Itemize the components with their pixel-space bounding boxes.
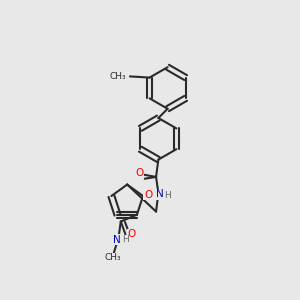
Text: O: O bbox=[144, 190, 152, 200]
Text: CH₃: CH₃ bbox=[105, 253, 122, 262]
Text: N: N bbox=[113, 235, 121, 244]
Text: O: O bbox=[116, 71, 124, 81]
Text: H: H bbox=[122, 235, 129, 244]
Text: O: O bbox=[135, 168, 143, 178]
Text: N: N bbox=[156, 189, 164, 199]
Text: CH₃: CH₃ bbox=[109, 72, 126, 81]
Text: H: H bbox=[164, 191, 171, 200]
Text: O: O bbox=[127, 229, 135, 239]
